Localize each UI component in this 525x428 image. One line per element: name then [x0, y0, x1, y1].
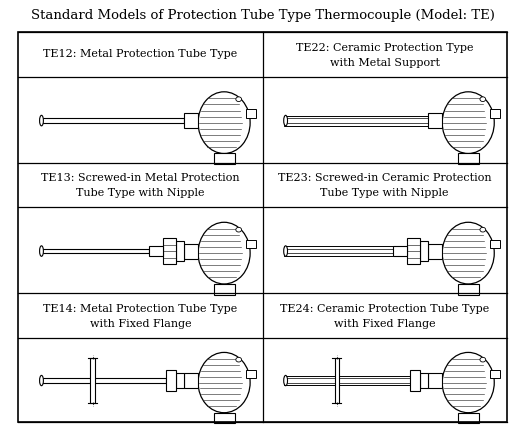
Bar: [428, 113, 442, 128]
Bar: [421, 373, 428, 388]
Ellipse shape: [198, 92, 250, 154]
Ellipse shape: [284, 246, 288, 256]
Bar: [184, 113, 198, 128]
Bar: [393, 246, 407, 256]
Ellipse shape: [39, 246, 44, 256]
Bar: [285, 378, 410, 383]
Bar: [165, 370, 176, 391]
Bar: [246, 240, 256, 248]
Circle shape: [236, 227, 242, 232]
Bar: [184, 244, 198, 259]
Bar: [214, 413, 235, 423]
Bar: [214, 284, 235, 295]
Bar: [176, 241, 184, 261]
Circle shape: [236, 357, 242, 362]
Bar: [246, 370, 256, 378]
Text: Tube Type with Nipple: Tube Type with Nipple: [76, 188, 205, 198]
Text: with Fixed Flange: with Fixed Flange: [334, 318, 435, 329]
Bar: [40, 249, 149, 253]
Ellipse shape: [198, 352, 250, 413]
Text: Standard Models of Protection Tube Type Thermocouple (Model: TE): Standard Models of Protection Tube Type …: [30, 9, 495, 22]
Bar: [428, 373, 442, 388]
Bar: [285, 246, 393, 256]
Bar: [407, 238, 421, 264]
Ellipse shape: [284, 115, 288, 126]
Bar: [214, 154, 235, 164]
Bar: [285, 378, 410, 383]
Text: with Metal Support: with Metal Support: [330, 57, 439, 68]
Bar: [90, 358, 94, 403]
Ellipse shape: [284, 375, 288, 386]
Ellipse shape: [39, 115, 44, 126]
Bar: [285, 249, 393, 253]
Bar: [285, 116, 428, 126]
Text: TE22: Ceramic Protection Type: TE22: Ceramic Protection Type: [296, 43, 474, 53]
Ellipse shape: [198, 222, 250, 284]
Circle shape: [480, 227, 486, 232]
Text: TE14: Metal Protection Tube Type: TE14: Metal Protection Tube Type: [43, 304, 237, 314]
Bar: [458, 154, 479, 164]
Text: Tube Type with Nipple: Tube Type with Nipple: [320, 188, 449, 198]
Text: with Fixed Flange: with Fixed Flange: [90, 318, 191, 329]
Bar: [490, 370, 500, 378]
Circle shape: [236, 97, 242, 101]
Text: TE13: Screwed-in Metal Protection: TE13: Screwed-in Metal Protection: [41, 173, 240, 183]
Bar: [285, 376, 410, 386]
Ellipse shape: [442, 352, 494, 413]
Bar: [246, 110, 256, 118]
Bar: [40, 118, 184, 123]
Text: TE24: Ceramic Protection Tube Type: TE24: Ceramic Protection Tube Type: [280, 304, 489, 314]
Circle shape: [480, 357, 486, 362]
Bar: [458, 284, 479, 295]
Bar: [285, 118, 428, 123]
Bar: [410, 370, 421, 391]
Bar: [334, 358, 339, 403]
Bar: [428, 244, 442, 259]
Bar: [163, 238, 176, 264]
Ellipse shape: [442, 222, 494, 284]
Text: TE12: Metal Protection Tube Type: TE12: Metal Protection Tube Type: [43, 50, 237, 59]
Bar: [285, 119, 428, 123]
Circle shape: [480, 97, 486, 101]
Bar: [421, 241, 428, 261]
Text: TE23: Screwed-in Ceramic Protection: TE23: Screwed-in Ceramic Protection: [278, 173, 491, 183]
Bar: [40, 378, 165, 383]
Ellipse shape: [39, 375, 44, 386]
Bar: [176, 373, 184, 388]
Bar: [490, 110, 500, 118]
Bar: [490, 240, 500, 248]
Ellipse shape: [442, 92, 494, 154]
Bar: [458, 413, 479, 423]
Bar: [285, 249, 393, 253]
Bar: [149, 246, 163, 256]
Bar: [184, 373, 198, 388]
